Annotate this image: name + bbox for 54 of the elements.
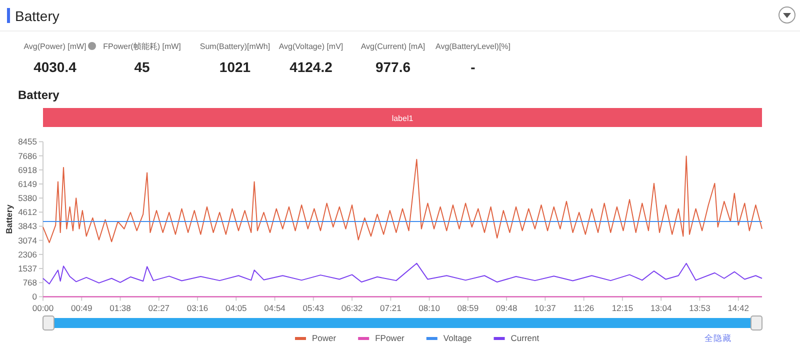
x-tick-label: 10:37: [534, 303, 556, 313]
x-tick-label: 05:43: [302, 303, 324, 313]
category-label: Sum(Battery)[mWh]: [200, 42, 270, 51]
y-tick-label: 6149: [18, 178, 38, 189]
text: Battery: [15, 8, 60, 24]
x-tick-label: 03:16: [186, 303, 208, 313]
text: 977.6: [375, 59, 411, 75]
text: 全隐藏: [704, 333, 732, 343]
y-tick-label: 6918: [18, 164, 38, 175]
x-tick-label: 04:05: [226, 303, 248, 313]
legend-label: Current: [510, 333, 540, 343]
x-tick-label: 11:26: [574, 303, 594, 313]
y-tick-label: 7686: [18, 150, 38, 161]
y-tick-label: 0: [32, 292, 38, 302]
y-tick-label: 4612: [18, 207, 38, 218]
x-tick-label: 04:54: [264, 303, 286, 313]
x-tick-label: 00:49: [70, 303, 93, 313]
text: -: [470, 59, 476, 75]
y-tick-label: 3074: [18, 235, 38, 246]
text: 4030.4: [34, 59, 76, 75]
y-tick-label: 3843: [18, 221, 38, 232]
y-axis-title: Battery: [4, 204, 14, 234]
y-tick-label: 8455: [18, 136, 38, 147]
x-tick-label: 08:59: [457, 303, 479, 313]
category-label: FPower(帧能耗) [mW]: [103, 42, 181, 51]
x-tick-label: 00:00: [32, 303, 54, 313]
legend-label: Voltage: [443, 333, 472, 343]
y-tick-label: 2306: [18, 249, 38, 260]
x-tick-label: 09:48: [496, 303, 518, 313]
line-series: [42, 262, 762, 284]
x-tick-label: 02:27: [148, 303, 170, 313]
x-tick-label: 13:04: [650, 303, 672, 313]
y-tick-label: 1537: [18, 264, 38, 274]
legend-label: Power: [312, 333, 336, 343]
y-tick-label: 768: [22, 278, 38, 288]
text: 1021: [219, 59, 251, 75]
x-tick-label: 07:21: [380, 303, 402, 313]
line-series: [42, 156, 762, 244]
x-tick-label: 08:10: [418, 303, 440, 313]
x-tick-label: 14:42: [728, 303, 750, 313]
x-tick-label: 12:15: [612, 303, 634, 313]
text: 4124.2: [290, 59, 332, 75]
category-label: Avg(BatteryLevel)[%]: [436, 42, 510, 51]
y-tick-label: 5380: [18, 193, 38, 204]
category-label: Avg(Power) [mW]: [24, 42, 86, 51]
x-tick-label: 06:32: [341, 303, 363, 313]
text: label1: [392, 114, 414, 123]
legend-label: FPower: [375, 333, 405, 343]
x-tick-label: 01:38: [110, 303, 132, 313]
chart-title: Battery: [18, 88, 60, 102]
category-label: Avg(Current) [mA]: [360, 42, 426, 51]
category-label: Avg(Voltage) [mV]: [278, 42, 344, 51]
text: 45: [134, 59, 150, 75]
x-tick-label: 13:53: [689, 303, 711, 313]
